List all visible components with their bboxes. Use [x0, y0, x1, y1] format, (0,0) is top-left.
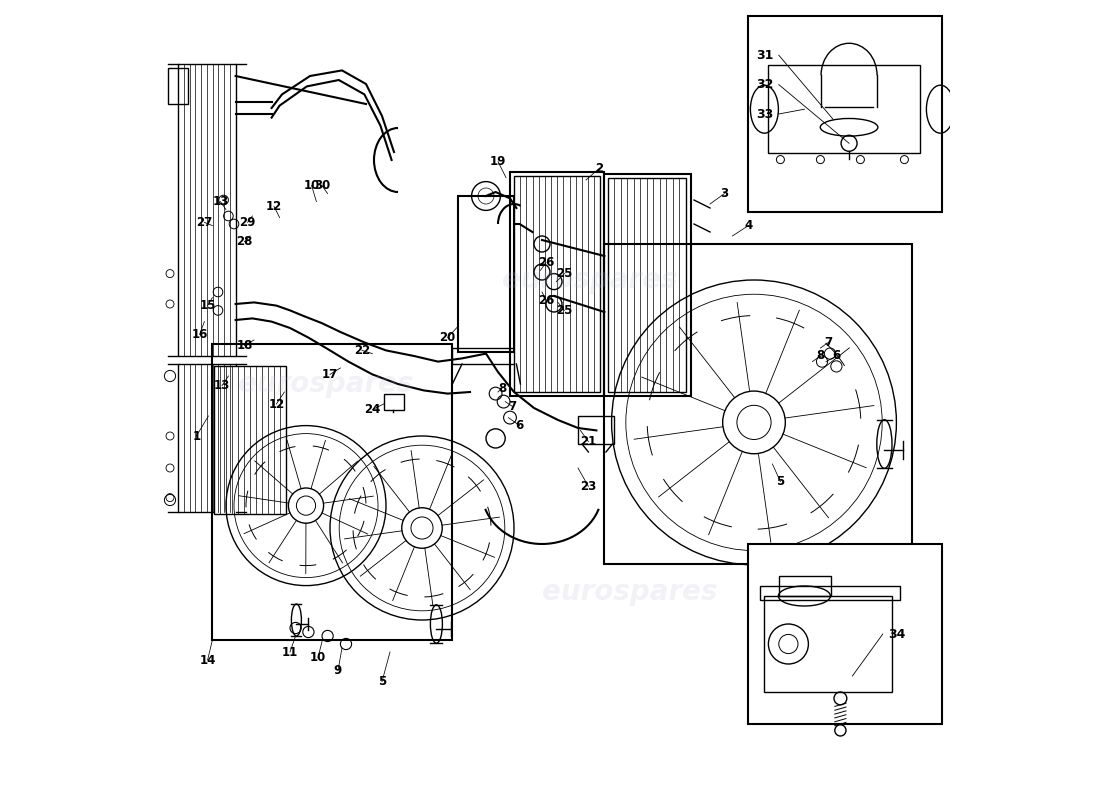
Text: 3: 3 — [720, 187, 728, 200]
Text: eurospares: eurospares — [239, 370, 414, 398]
Text: 10: 10 — [310, 651, 326, 664]
Text: 33: 33 — [757, 107, 773, 121]
Bar — [748, 544, 942, 724]
Bar — [748, 16, 942, 212]
Bar — [452, 348, 520, 364]
Bar — [214, 366, 286, 514]
Text: 28: 28 — [236, 235, 253, 248]
Text: 30: 30 — [314, 179, 330, 192]
Bar — [604, 244, 912, 564]
Text: 6: 6 — [516, 419, 524, 432]
Text: 7: 7 — [824, 336, 833, 349]
Text: 7: 7 — [508, 400, 517, 413]
Bar — [764, 596, 892, 692]
Bar — [779, 576, 830, 596]
Text: 14: 14 — [199, 654, 216, 666]
Bar — [604, 174, 691, 396]
Text: 32: 32 — [757, 78, 773, 91]
Bar — [178, 64, 235, 356]
Bar — [607, 178, 686, 392]
Bar — [578, 416, 614, 444]
Text: 22: 22 — [354, 344, 370, 357]
Text: 13: 13 — [213, 379, 230, 392]
Text: 31: 31 — [757, 49, 773, 62]
Text: 11: 11 — [282, 646, 298, 658]
Text: 20: 20 — [440, 331, 455, 344]
Text: 5: 5 — [378, 675, 386, 688]
Text: 16: 16 — [191, 328, 208, 341]
Text: 25: 25 — [557, 304, 573, 317]
Bar — [178, 364, 235, 512]
Text: 8: 8 — [816, 350, 825, 362]
Text: 17: 17 — [322, 368, 338, 381]
Bar — [167, 68, 188, 104]
Text: 34: 34 — [889, 627, 905, 641]
Bar — [212, 344, 452, 640]
Text: 29: 29 — [240, 216, 256, 229]
Text: 9: 9 — [334, 664, 342, 677]
Bar — [384, 394, 404, 410]
Text: 21: 21 — [581, 435, 596, 448]
Text: 12: 12 — [268, 398, 285, 410]
Text: 10: 10 — [304, 179, 320, 192]
Bar — [769, 66, 921, 154]
Bar — [458, 196, 514, 352]
Text: 8: 8 — [498, 382, 506, 394]
Text: 15: 15 — [199, 299, 216, 312]
Bar — [514, 176, 601, 392]
Text: 26: 26 — [538, 256, 554, 269]
Text: 27: 27 — [196, 216, 212, 229]
Text: 23: 23 — [581, 480, 596, 493]
Text: 24: 24 — [364, 403, 381, 416]
Text: 1: 1 — [192, 430, 200, 442]
Bar — [510, 172, 604, 396]
Text: 6: 6 — [833, 350, 840, 362]
Text: 19: 19 — [490, 155, 506, 168]
Text: 25: 25 — [557, 267, 573, 280]
Text: 4: 4 — [745, 219, 752, 232]
Text: 5: 5 — [777, 475, 784, 488]
Text: 26: 26 — [538, 294, 554, 306]
Bar — [760, 586, 901, 600]
Text: 13: 13 — [212, 195, 229, 208]
Text: eurospares: eurospares — [503, 266, 678, 294]
Text: 2: 2 — [595, 162, 604, 174]
Text: 12: 12 — [266, 200, 282, 213]
Text: eurospares: eurospares — [542, 578, 717, 606]
Text: 18: 18 — [236, 339, 253, 352]
